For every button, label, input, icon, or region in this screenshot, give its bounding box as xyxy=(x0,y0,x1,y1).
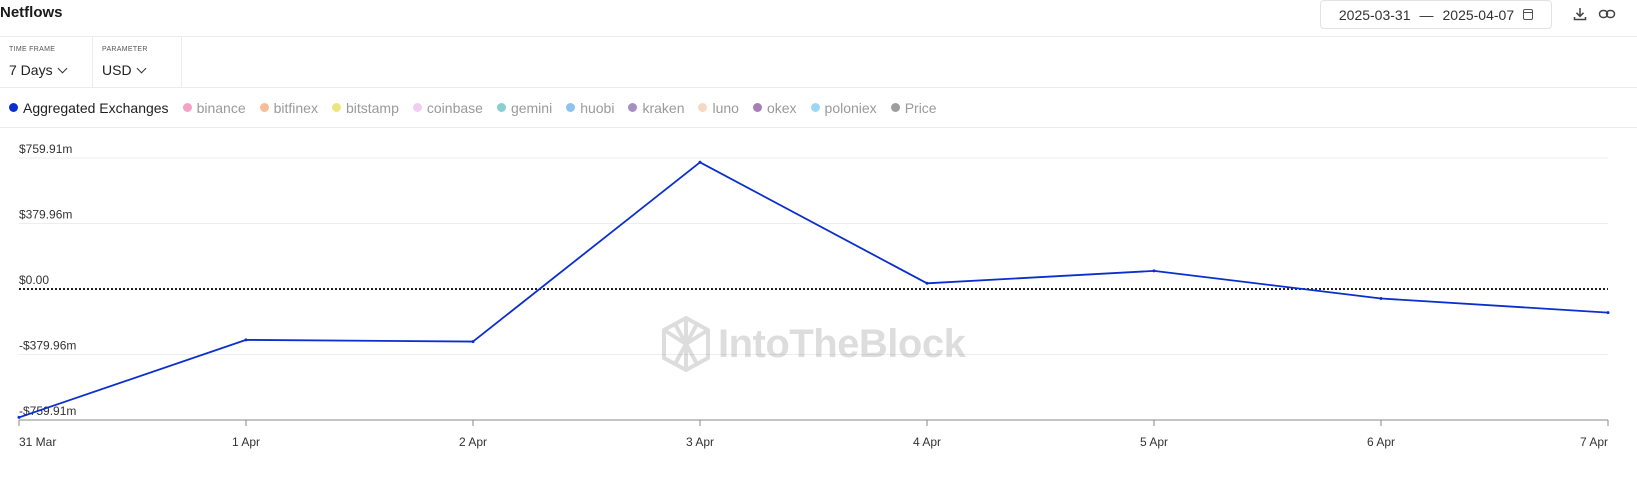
series-line xyxy=(18,161,1609,419)
y-tick-label: $759.91m xyxy=(19,142,72,156)
y-tick-label: $379.96m xyxy=(19,207,72,221)
time-frame-value: 7 Days xyxy=(9,62,53,78)
legend-label: huobi xyxy=(580,99,615,116)
legend-item[interactable]: kraken xyxy=(628,100,684,116)
watermark: IntoTheBlock xyxy=(662,316,966,372)
calendar-icon[interactable] xyxy=(1523,9,1534,20)
data-point xyxy=(17,415,21,419)
x-tick-label: 7 Apr xyxy=(1580,435,1608,449)
legend-label: poloniex xyxy=(824,99,877,116)
x-tick-label: 4 Apr xyxy=(913,435,941,449)
chart-legend: Aggregated Exchanges binance bitfinex bitst… xyxy=(0,88,1637,128)
line-chart: $759.91m $379.96m $0.00 -$379.96m -$759.91m 3… xyxy=(17,142,1610,449)
watermark-text: IntoTheBlock xyxy=(718,321,966,366)
parameter-label: PARAMETER xyxy=(102,46,148,53)
legend-dot-icon xyxy=(628,103,638,112)
date-range-picker[interactable]: 2025-03-31 — 2025-04-07 xyxy=(1320,0,1552,29)
y-tick-label: -$759.91m xyxy=(19,404,76,418)
link-icon xyxy=(1598,9,1616,19)
legend-dot-icon xyxy=(331,103,341,112)
x-tick-label: 5 Apr xyxy=(1140,435,1168,449)
legend-dot-icon xyxy=(566,103,576,112)
legend-item[interactable]: binance xyxy=(182,99,246,116)
legend-label: luno xyxy=(712,99,739,116)
legend-dot-icon xyxy=(752,103,762,112)
date-from: 2025-03-31 xyxy=(1338,6,1411,23)
legend-item[interactable]: luno xyxy=(698,99,739,116)
copy-link-button[interactable] xyxy=(1596,3,1618,25)
data-point xyxy=(698,160,702,164)
chevron-down-icon xyxy=(57,63,68,73)
legend-dot-icon xyxy=(259,103,269,112)
legend-item[interactable]: bitstamp xyxy=(331,99,399,116)
legend-dot-icon xyxy=(698,103,708,112)
legend-label: Price xyxy=(904,99,937,116)
data-point xyxy=(471,340,475,344)
legend-item[interactable]: huobi xyxy=(566,100,614,116)
legend-item[interactable]: coinbase xyxy=(412,99,483,116)
legend-label: coinbase xyxy=(426,99,483,116)
data-point xyxy=(1606,311,1610,315)
date-to: 2025-04-07 xyxy=(1442,6,1515,23)
legend-dot-icon xyxy=(9,103,18,112)
x-tick-label: 31 Mar xyxy=(19,435,56,449)
data-point xyxy=(244,338,248,342)
legend-item[interactable]: Aggregated Exchanges xyxy=(9,100,169,116)
legend-item[interactable]: gemini xyxy=(496,99,553,116)
date-separator: — xyxy=(1419,6,1434,23)
parameter-select[interactable]: USD xyxy=(102,62,147,78)
data-point xyxy=(1379,296,1383,300)
legend-label: okex xyxy=(766,99,797,116)
parameter-control[interactable]: PARAMETER USD xyxy=(93,37,182,87)
y-tick-label: -$379.96m xyxy=(19,339,76,353)
legend-dot-icon xyxy=(496,103,506,112)
legend-label: gemini xyxy=(510,99,553,116)
controls-bar: TIME FRAME 7 Days PARAMETER USD xyxy=(0,37,1637,88)
x-tick-label: 6 Apr xyxy=(1367,435,1395,449)
parameter-value: USD xyxy=(102,62,132,78)
legend-item[interactable]: okex xyxy=(752,99,797,116)
download-button[interactable] xyxy=(1569,3,1591,25)
legend-label: kraken xyxy=(642,99,685,116)
x-tick-label: 1 Apr xyxy=(232,435,260,449)
x-tick-label: 2 Apr xyxy=(459,435,487,449)
time-frame-control[interactable]: TIME FRAME 7 Days xyxy=(0,37,93,87)
data-point xyxy=(925,281,929,285)
legend-dot-icon xyxy=(412,103,422,112)
legend-dot-icon xyxy=(890,103,900,112)
time-frame-select[interactable]: 7 Days xyxy=(9,62,68,78)
intotheblock-logo-icon xyxy=(662,316,710,372)
data-point xyxy=(1152,269,1156,273)
legend-item[interactable]: Price xyxy=(890,99,937,116)
legend-item[interactable]: bitfinex xyxy=(259,99,318,116)
legend-label: bitstamp xyxy=(345,99,399,116)
legend-label: Aggregated Exchanges xyxy=(23,99,169,116)
time-frame-label: TIME FRAME xyxy=(9,46,56,53)
y-tick-label: $0.00 xyxy=(19,273,49,287)
legend-label: bitfinex xyxy=(273,99,318,116)
legend-item[interactable]: poloniex xyxy=(810,99,877,116)
legend-dot-icon xyxy=(810,103,820,112)
legend-label: binance xyxy=(196,99,246,116)
chevron-down-icon xyxy=(136,63,147,73)
legend-dot-icon xyxy=(182,103,192,112)
header: Netflows 2025-03-31 — 2025-04-07 xyxy=(0,0,1637,37)
chart-title: Netflows xyxy=(0,4,63,21)
download-icon xyxy=(1573,8,1587,21)
x-tick-label: 3 Apr xyxy=(686,435,714,449)
